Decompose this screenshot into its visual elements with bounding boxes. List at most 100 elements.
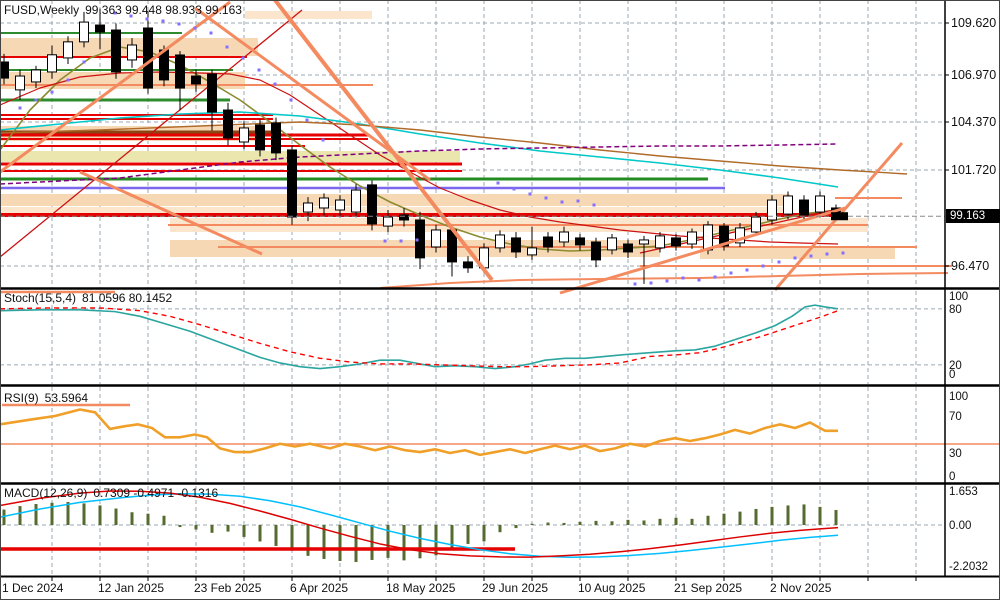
candle-body <box>207 73 217 113</box>
candle-body <box>687 231 697 245</box>
candle-body <box>719 225 729 247</box>
candle-body <box>303 202 313 213</box>
candle-body <box>335 199 345 211</box>
salmon-trendline <box>0 0 231 174</box>
sar-dot <box>241 56 245 60</box>
sar-dot <box>681 276 685 280</box>
candle-body <box>399 214 409 221</box>
macd-main-line <box>0 492 839 559</box>
stoch-scale-label: 20 <box>949 360 962 372</box>
candle-body <box>783 195 793 215</box>
stoch-scale-label: 100 <box>949 291 968 303</box>
macd-values: 0.7309 -0.4971 -0.1316 <box>93 486 219 500</box>
rsi-scale-label: 100 <box>949 391 968 403</box>
sar-dot <box>649 281 653 285</box>
macd-label: MACD(12,26,9) <box>4 486 88 500</box>
date-label: 10 Aug 2025 <box>578 581 646 595</box>
candle-body <box>463 261 473 269</box>
stoch-scale-label: 0 <box>949 369 955 381</box>
candle-body <box>79 21 89 43</box>
price-axis-label: 96.470 <box>951 259 989 273</box>
candle-body <box>255 124 265 151</box>
candle-body <box>559 231 569 243</box>
candle-body <box>239 127 249 143</box>
sar-dot <box>289 98 293 102</box>
candle-body <box>63 41 73 59</box>
sar-dot <box>745 268 749 272</box>
rsi-scale-label: 30 <box>949 448 962 460</box>
salmon-support-curve <box>379 272 949 289</box>
sar-dot <box>34 98 38 102</box>
symbol-header: FUSD,Weekly 99.363 99.448 98.933 99.163 <box>4 3 242 17</box>
symbol-title: FUSD,Weekly <box>4 3 80 17</box>
sar-dot <box>129 14 133 18</box>
rsi-scale-label: 70 <box>949 411 962 423</box>
sar-dot <box>761 264 765 268</box>
price-axis-label: 109.620 <box>951 16 996 30</box>
symbol-ohlc: 99.363 99.448 98.933 99.163 <box>85 3 242 17</box>
sar-dot <box>113 11 117 15</box>
stoch-values: 81.0596 80.1452 <box>82 291 173 305</box>
sar-dot <box>592 203 596 207</box>
candle-body <box>111 29 121 73</box>
candle-body <box>127 44 137 61</box>
sar-dot <box>777 260 781 264</box>
sar-dot <box>50 90 54 94</box>
stoch-label: Stoch(15,5,4) <box>4 291 77 305</box>
candle-body <box>735 227 745 244</box>
candle-body <box>287 149 297 218</box>
sar-dot <box>841 251 845 255</box>
candle-body <box>0 61 9 79</box>
price-zone-band <box>0 207 790 213</box>
candle-body <box>703 224 713 251</box>
candle-body <box>271 122 281 154</box>
macd-scale-label: 1.653 <box>949 486 978 498</box>
price-axis-label: 101.720 <box>951 163 996 177</box>
candle-body <box>751 216 761 233</box>
sar-dot <box>399 239 403 243</box>
macd-scale-label: 0.00 <box>949 520 971 532</box>
candle-body <box>351 189 361 213</box>
sar-dot <box>177 22 181 26</box>
sar-dot <box>809 254 813 258</box>
candle-body <box>143 27 153 89</box>
sar-dot <box>383 239 387 243</box>
date-label: 29 Jun 2025 <box>482 581 548 595</box>
candle-body <box>191 75 201 85</box>
sar-dot <box>225 45 229 49</box>
macd-header: MACD(12,26,9) 0.7309 -0.4971 -0.1316 <box>4 486 218 500</box>
date-label: 18 May 2025 <box>386 581 456 595</box>
sar-dot <box>415 238 419 242</box>
price-axis-label: 104.370 <box>951 115 996 129</box>
sar-dot <box>633 282 637 286</box>
sar-dot <box>18 106 22 110</box>
sar-dot <box>729 271 733 275</box>
sar-dot <box>665 279 669 283</box>
candle-body <box>431 229 441 248</box>
candle-body <box>591 241 601 261</box>
sar-dot <box>576 199 580 203</box>
price-axis-label: 106.970 <box>951 68 996 82</box>
price-zone-band <box>245 11 372 19</box>
sar-dot <box>321 138 325 142</box>
sienna-ma-line <box>0 121 908 175</box>
date-label: 6 Apr 2025 <box>290 581 348 595</box>
cyan-ma-line <box>0 111 839 188</box>
sar-dot <box>528 192 532 196</box>
rsi-line <box>0 408 838 457</box>
price-zone-band <box>0 151 460 162</box>
date-label: 23 Feb 2025 <box>194 581 262 595</box>
salmon-trendline <box>559 206 846 295</box>
sar-dot <box>560 200 564 204</box>
date-label: 2 Nov 2025 <box>770 581 832 595</box>
candle-body <box>623 243 633 253</box>
sar-dot <box>713 275 717 279</box>
candle-body <box>815 195 825 213</box>
rsi-scale-label: 0 <box>949 471 955 483</box>
date-label: 12 Jan 2025 <box>98 581 164 595</box>
candle-body <box>543 236 553 248</box>
candle-body <box>495 234 505 249</box>
salmon-trendline <box>194 6 431 182</box>
sar-dot <box>273 82 277 86</box>
